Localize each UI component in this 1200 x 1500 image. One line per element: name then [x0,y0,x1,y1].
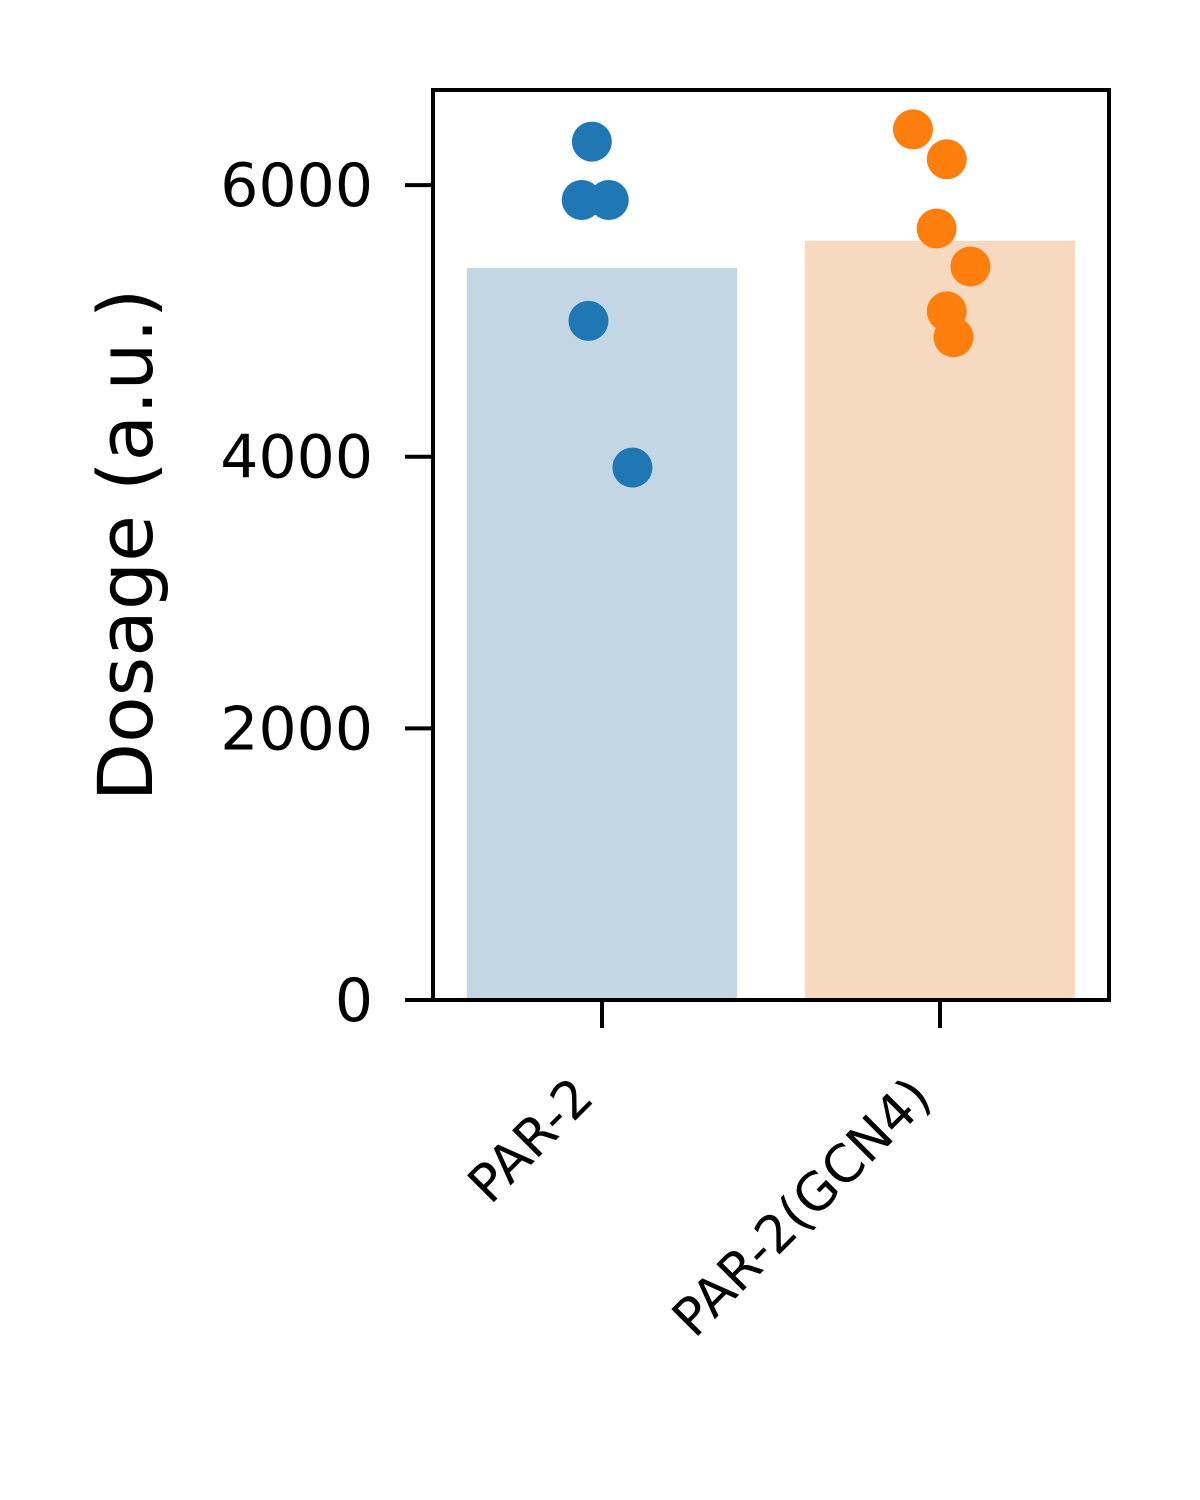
data-point [571,121,612,162]
axes-frame [431,88,1111,1002]
bar-1 [804,240,1076,1000]
data-point [916,208,957,249]
data-point [933,317,974,358]
y-tick-label: 2000 [220,694,373,764]
data-point [612,447,653,488]
x-tick-label: PAR-2(GCN4) [661,1067,943,1349]
bar-0 [466,267,738,1000]
data-point [588,180,629,221]
data-point [568,300,609,341]
data-point [950,246,991,287]
x-axis-ticks: PAR-2 PAR-2(GCN4) [457,1000,943,1349]
y-tick-label: 6000 [220,151,373,221]
y-tick-label: 0 [335,966,373,1036]
points-layer [561,109,991,488]
x-tick-label: PAR-2 [457,1067,605,1215]
data-point [926,139,967,180]
y-tick-label: 4000 [220,423,373,493]
bars-layer [466,240,1076,1000]
y-axis-label: Dosage (a.u.) [81,289,170,802]
y-axis-ticks: 0 2000 4000 6000 [220,151,433,1036]
data-point [892,109,933,150]
